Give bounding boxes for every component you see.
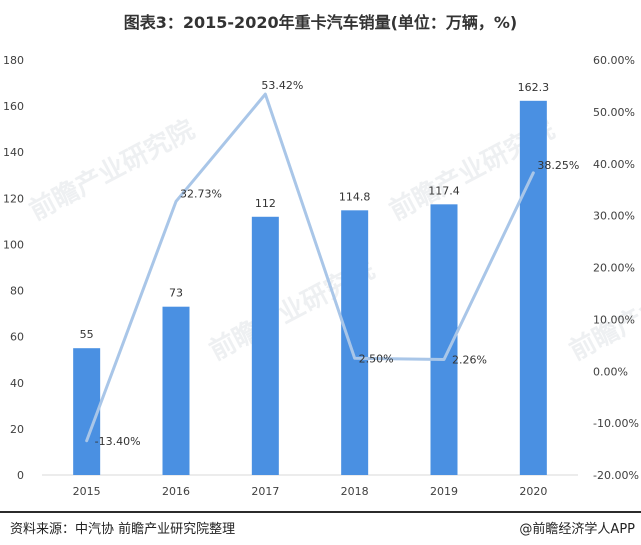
y-left-tick-label: 80 <box>10 285 24 298</box>
y-left-tick-label: 160 <box>3 100 24 113</box>
bar-value-label: 117.4 <box>428 184 460 197</box>
y-left-tick-label: 120 <box>3 192 24 205</box>
bar-value-label: 73 <box>169 287 183 300</box>
bar <box>251 216 279 475</box>
y-right-tick-label: 10.00% <box>593 313 635 326</box>
x-tick-label: 2018 <box>341 485 369 498</box>
growth-value-label: 32.73% <box>180 187 222 200</box>
x-tick-label: 2017 <box>251 485 279 498</box>
x-tick-label: 2020 <box>519 485 547 498</box>
y-left-tick-label: 60 <box>10 331 24 344</box>
chart-title: 图表3：2015-2020年重卡汽车销量(单位：万辆，%) <box>123 13 518 32</box>
y-left-tick-label: 0 <box>17 469 24 482</box>
growth-line <box>85 92 535 443</box>
credit-note: @前瞻经济学人APP <box>519 522 635 537</box>
x-tick-label: 2016 <box>162 485 190 498</box>
y-right-tick-label: 30.00% <box>593 210 635 223</box>
bar <box>73 348 101 475</box>
source-note: 资料来源：中汽协 前瞻产业研究院整理 <box>10 522 236 537</box>
y-right-tick-label: -20.00% <box>593 469 639 482</box>
bar-value-label: 114.8 <box>339 190 371 203</box>
bar-value-label: 162.3 <box>518 81 550 94</box>
y-left-tick-label: 100 <box>3 238 24 251</box>
y-left-tick-label: 20 <box>10 423 24 436</box>
bar-value-label: 112 <box>255 197 276 210</box>
growth-value-label: -13.40% <box>95 435 141 448</box>
growth-value-label: 53.42% <box>261 79 303 92</box>
y-left-tick-label: 40 <box>10 377 24 390</box>
y-left-tick-label: 180 <box>3 54 24 67</box>
y-right-tick-label: 60.00% <box>593 54 635 67</box>
y-right-tick-label: 40.00% <box>593 158 635 171</box>
chart-svg: 0 20 40 60 80 100 120 140 160 180 -20.00% -10.00% 0.… <box>3 54 639 498</box>
bar-value-label: 55 <box>80 328 94 341</box>
x-tick-label: 2015 <box>73 485 101 498</box>
bar <box>341 210 369 476</box>
growth-value-label: 38.25% <box>537 159 579 172</box>
y-right-tick-label: 20.00% <box>593 262 635 275</box>
growth-value-label: 2.50% <box>359 352 394 365</box>
y-right-tick-label: 50.00% <box>593 106 635 119</box>
footer: 资料来源：中汽协 前瞻产业研究院整理 @前瞻经济学人APP <box>0 511 641 545</box>
y-right-tick-label: -10.00% <box>593 417 639 430</box>
bar <box>519 100 547 475</box>
y-left-tick-label: 140 <box>3 146 24 159</box>
growth-value-label: 2.26% <box>452 354 487 367</box>
y-right-tick-label: 0.00% <box>593 365 628 378</box>
x-tick-label: 2019 <box>430 485 458 498</box>
bar <box>162 306 190 475</box>
